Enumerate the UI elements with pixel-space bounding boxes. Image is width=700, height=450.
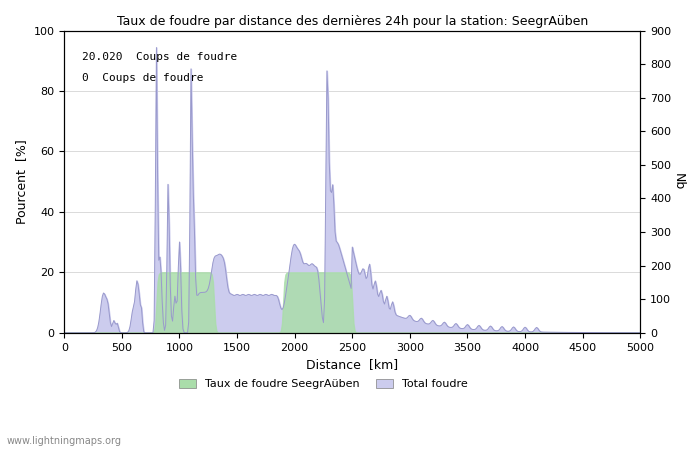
Y-axis label: Pourcent  [%]: Pourcent [%] <box>15 140 28 224</box>
Text: 20.020  Coups de foudre: 20.020 Coups de foudre <box>82 52 237 62</box>
Y-axis label: Nb: Nb <box>672 173 685 190</box>
X-axis label: Distance  [km]: Distance [km] <box>306 358 398 371</box>
Text: 0  Coups de foudre: 0 Coups de foudre <box>82 73 203 83</box>
Text: www.lightningmaps.org: www.lightningmaps.org <box>7 436 122 446</box>
Title: Taux de foudre par distance des dernières 24h pour la station: SeegrAüben: Taux de foudre par distance des dernière… <box>117 15 588 28</box>
Legend: Taux de foudre SeegrAüben, Total foudre: Taux de foudre SeegrAüben, Total foudre <box>175 374 472 394</box>
